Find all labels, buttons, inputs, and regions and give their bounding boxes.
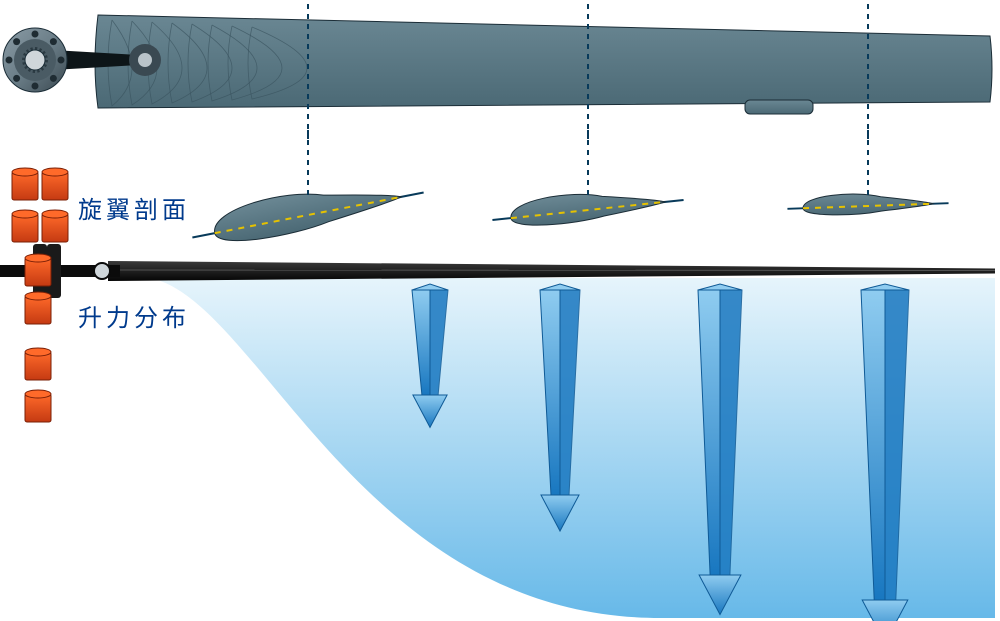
hub-bolt (13, 75, 20, 82)
red-cylinder (12, 168, 38, 200)
hub-bolt (58, 57, 65, 64)
red-cylinder (25, 390, 51, 422)
hub-bolt (6, 57, 13, 64)
side-hub-joint (94, 263, 110, 279)
blade-side-highlight (108, 270, 995, 271)
trim-tab (745, 100, 813, 114)
red-cylinder (25, 254, 51, 286)
red-cylinder (42, 168, 68, 200)
red-cylinder (25, 292, 51, 324)
hub-joint-inner (138, 53, 152, 67)
hub-bolt (13, 38, 20, 45)
hub-bolt (32, 83, 39, 90)
red-cylinder (42, 210, 68, 242)
red-cylinder (12, 210, 38, 242)
label-lift-distribution: 升力分布 (78, 298, 190, 333)
red-cylinder (25, 348, 51, 380)
label-airfoil-section: 旋翼剖面 (78, 190, 190, 225)
hub-bolt (50, 38, 57, 45)
hub-bolt (32, 31, 39, 38)
hub-bolt (50, 75, 57, 82)
blade-top-view (95, 15, 992, 108)
airfoil-section (491, 183, 685, 231)
hub-inner (25, 50, 45, 70)
